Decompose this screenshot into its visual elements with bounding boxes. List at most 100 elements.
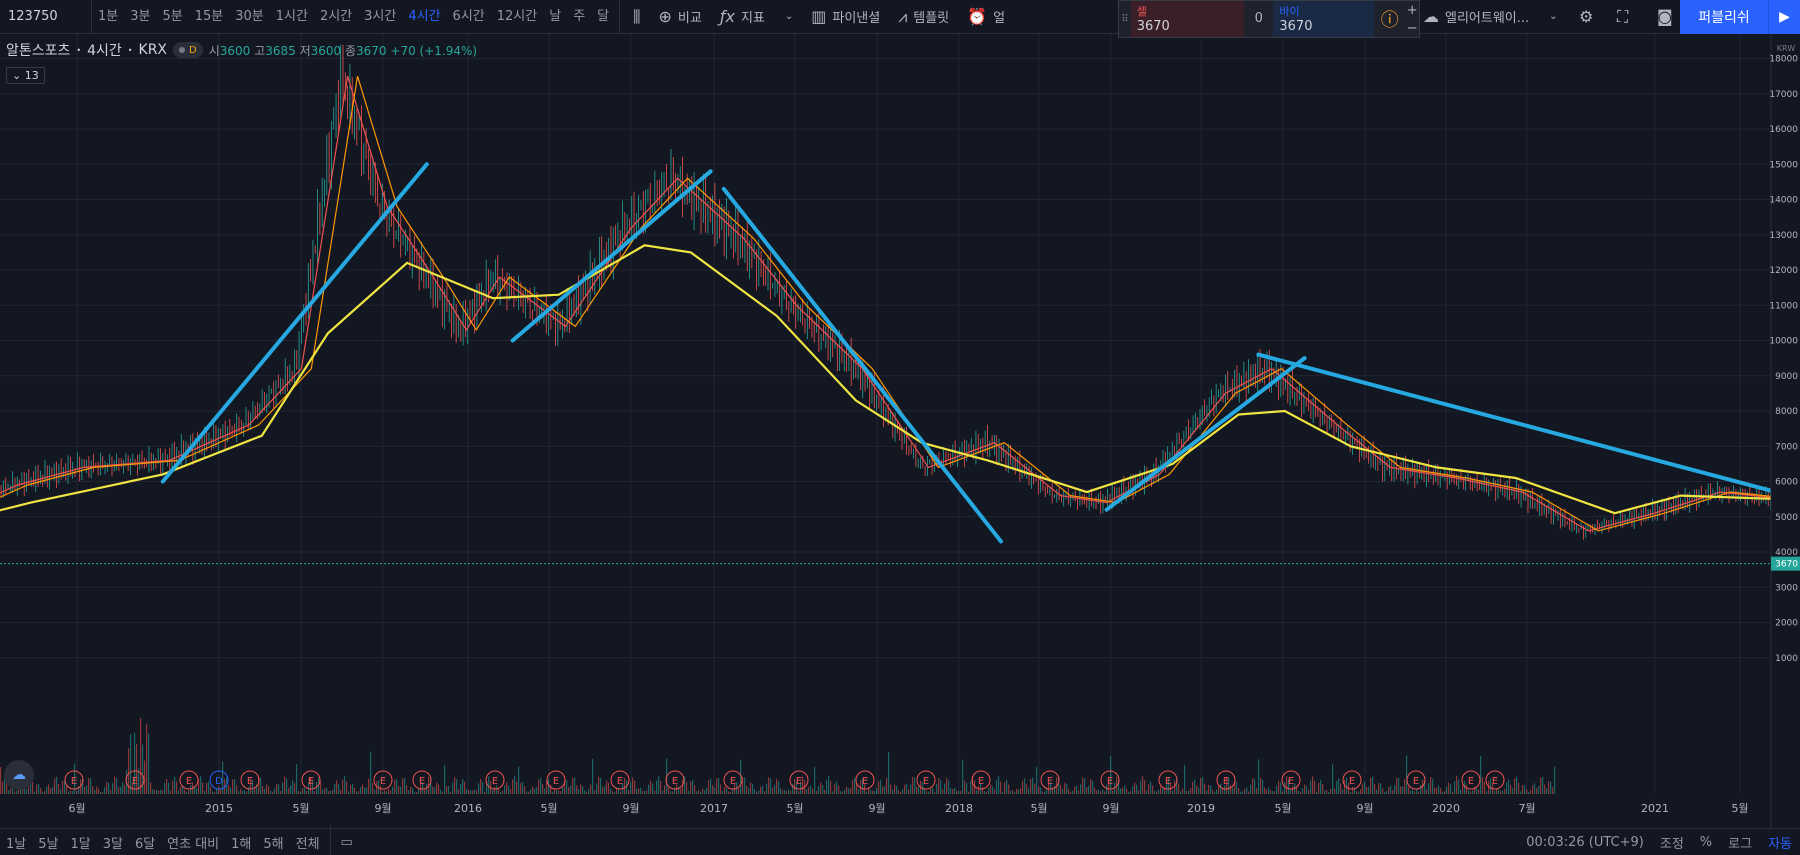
fullscreen-button[interactable]: ⛶ (1608, 0, 1637, 34)
percent-toggle[interactable]: % (1699, 835, 1713, 850)
interval-12[interactable]: 주 (573, 8, 586, 24)
interval-9[interactable]: 6시간 (452, 8, 485, 24)
drag-handle-icon[interactable]: ⠿ (1121, 13, 1129, 25)
volume-bar (768, 777, 770, 794)
legend-symbol-name[interactable]: 알톤스포츠 (6, 43, 71, 59)
volume-bar (1282, 791, 1284, 794)
fx-icon: ƒx (719, 7, 735, 26)
volume-bar (316, 782, 318, 794)
candles-style-button[interactable]: ⫼ (624, 0, 649, 34)
volume-bar (1146, 790, 1148, 794)
range-2[interactable]: 1달 (70, 836, 91, 852)
volume-bar (1554, 766, 1556, 794)
interval-13[interactable]: 달 (597, 8, 610, 24)
interval-5[interactable]: 1시간 (275, 8, 308, 24)
indicators-collapse-button[interactable]: ⌄ 13 (6, 67, 45, 84)
volume-bar (604, 786, 606, 794)
indicators-button[interactable]: ƒx 지표 ⌄ (711, 0, 802, 34)
settings-button[interactable]: ⚙ (1570, 0, 1602, 34)
volume-bar (1458, 779, 1460, 794)
volume-bar (400, 786, 402, 794)
volume-bar (492, 789, 494, 794)
volume-bar (870, 790, 872, 794)
volume-bar (1550, 781, 1552, 794)
volume-bar (66, 786, 68, 794)
volume-bar (96, 786, 98, 794)
volume-bar (902, 789, 904, 794)
volume-bar (584, 790, 586, 794)
templates-label: 템플릿 (913, 11, 950, 26)
interval-8[interactable]: 4시간 (408, 8, 441, 24)
x-axis-label: 2021 (1641, 802, 1669, 815)
volume-bar (840, 791, 842, 794)
volume-bar (850, 788, 852, 794)
interval-1[interactable]: 3분 (130, 8, 151, 24)
interval-0[interactable]: 1분 (98, 8, 119, 24)
volume-bar (1216, 789, 1218, 794)
volume-bar (1168, 777, 1170, 794)
range-6[interactable]: 1해 (231, 836, 252, 852)
snapshot-button[interactable]: ◙ (1648, 0, 1682, 34)
volume-bar (1336, 781, 1338, 794)
volume-bar (1272, 790, 1274, 794)
earnings-marker (971, 770, 991, 790)
range-5[interactable]: 연초 대비 (167, 836, 220, 852)
volume-bar (884, 786, 886, 794)
earnings-marker-label: E (308, 776, 314, 787)
range-7[interactable]: 5해 (263, 836, 284, 852)
symbol-search[interactable]: 123750 (0, 0, 92, 34)
volume-bar (1188, 790, 1190, 794)
layout-name-button[interactable]: ☁ 엘리어트웨이... ⌄ (1414, 0, 1567, 34)
interval-10[interactable]: 12시간 (496, 8, 538, 24)
volume-bar (846, 786, 848, 794)
price-chart[interactable]: 6월 2015 5월 9월 2016 5월 9월 2017 5월 9월 2018 5월 9월 2019 5월… (0, 34, 1800, 828)
volume-bar (1106, 784, 1108, 794)
volume-bar (164, 782, 166, 794)
range-3[interactable]: 3달 (102, 836, 123, 852)
compare-button[interactable]: ⊕ 비교 (650, 0, 711, 34)
interval-11[interactable]: 날 (549, 8, 562, 24)
interval-6[interactable]: 2시간 (319, 8, 353, 24)
volume-bar (900, 791, 902, 794)
volume-bar (802, 776, 804, 794)
clock-time[interactable]: 00:03:26 (UTC+9) (1526, 835, 1644, 850)
interval-7[interactable]: 3시간 (364, 8, 397, 24)
info-icon[interactable]: ⓘ (1380, 10, 1399, 31)
interval-4[interactable]: 30분 (235, 8, 264, 24)
volume-bar (866, 791, 868, 794)
interval-2[interactable]: 5분 (162, 8, 183, 24)
minus-icon[interactable]: − (1406, 20, 1418, 36)
volume-bar (572, 777, 574, 794)
templates-button[interactable]: ⩘ 템플릿 (889, 0, 958, 34)
volume-bar (1060, 784, 1062, 794)
goto-date-button[interactable]: ▭ (335, 835, 359, 850)
volume-bar (86, 785, 88, 794)
volume-bar (986, 791, 988, 794)
quantity-value[interactable]: 0 (1254, 11, 1263, 26)
volume-bar (1200, 778, 1202, 794)
tradingview-logo[interactable]: ☁ (4, 760, 34, 790)
volume-bar (1222, 788, 1224, 794)
volume-bar (1268, 787, 1270, 794)
range-1[interactable]: 5날 (38, 836, 59, 852)
range-8[interactable]: 전체 (295, 836, 320, 852)
interval-3[interactable]: 15분 (194, 8, 224, 24)
plus-icon[interactable]: + (1406, 2, 1418, 18)
volume-bar (246, 791, 248, 794)
earnings-marker (373, 770, 393, 790)
publish-menu-button[interactable]: ▶ (1768, 0, 1800, 34)
data-status-badge[interactable]: D (173, 42, 203, 58)
adjust-toggle[interactable]: 조정 (1659, 837, 1684, 852)
volume-bar (284, 776, 286, 794)
volume-bar (1202, 776, 1204, 794)
alert-button[interactable]: ⏰ 얼 (958, 0, 1014, 34)
log-toggle[interactable]: 로그 (1728, 837, 1753, 852)
buy-button[interactable]: 바이 3670 (1273, 1, 1375, 37)
range-4[interactable]: 6달 (134, 836, 156, 852)
range-0[interactable]: 1날 (6, 836, 27, 852)
publish-button[interactable]: 퍼블리쉬 (1680, 0, 1768, 34)
volume-bar (350, 784, 352, 794)
sell-button[interactable]: 셀 3670 (1130, 1, 1245, 37)
financials-button[interactable]: ▥ 파이낸셜 (802, 0, 889, 34)
auto-toggle[interactable]: 자동 (1768, 837, 1792, 852)
